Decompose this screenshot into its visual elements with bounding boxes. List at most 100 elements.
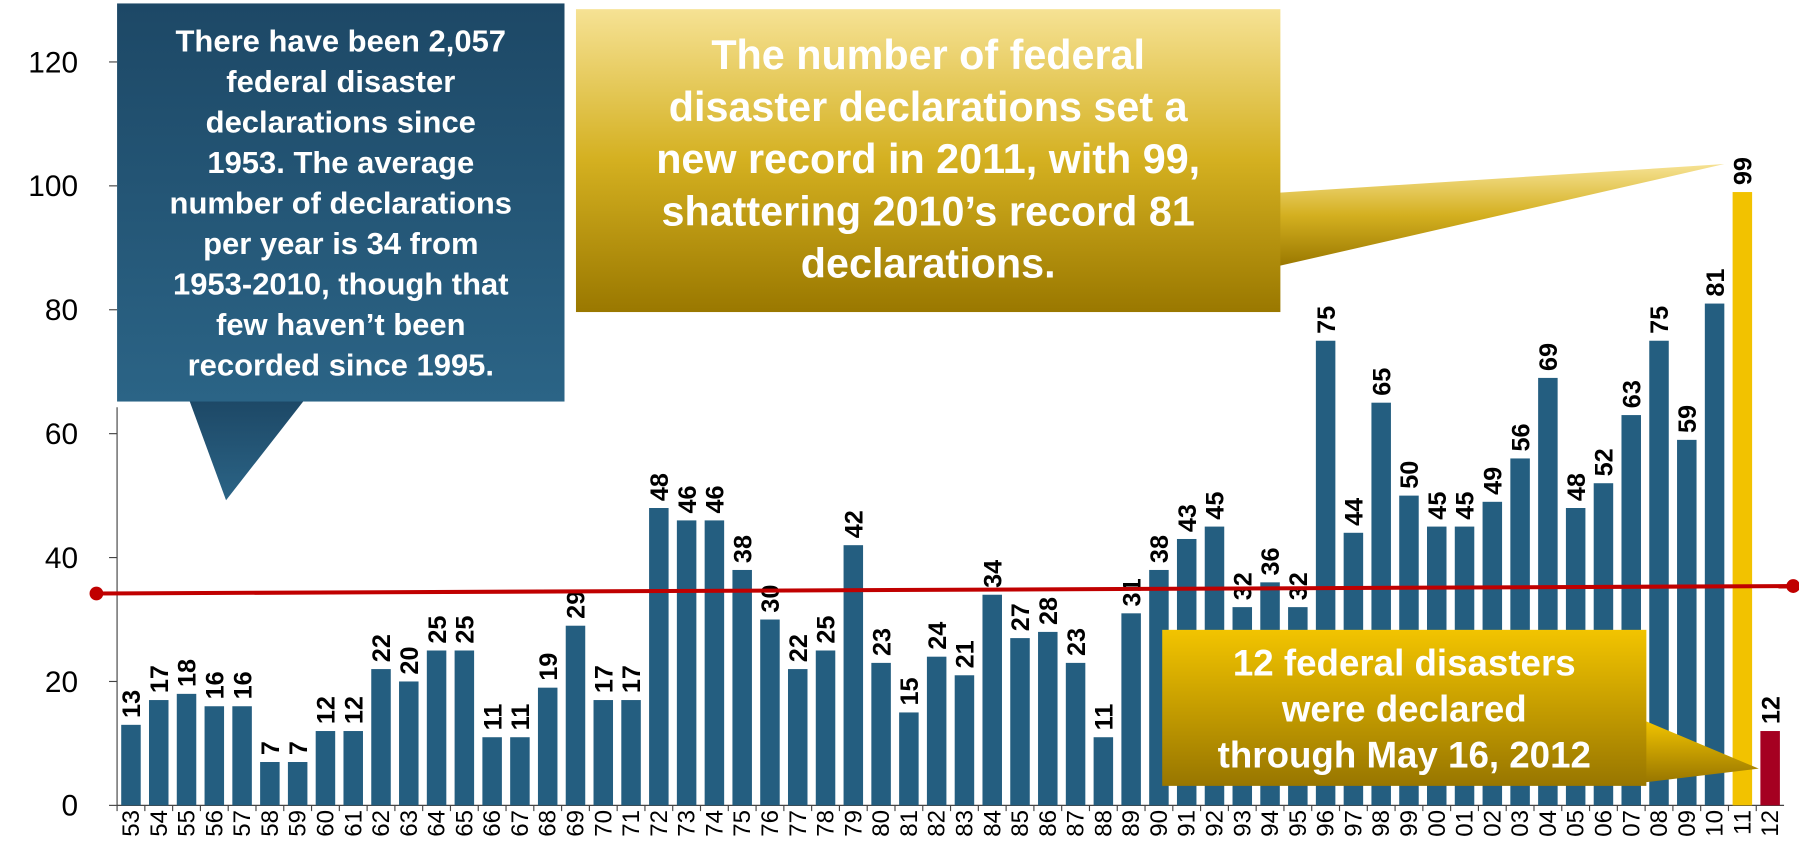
x-tick-label: 99	[1396, 810, 1423, 837]
bar	[176, 693, 197, 806]
bar	[232, 706, 252, 806]
bar	[787, 669, 808, 806]
value-label: 36	[1257, 547, 1285, 575]
x-tick-label: 74	[701, 810, 728, 837]
value-label: 16	[201, 671, 229, 699]
bar	[510, 737, 530, 806]
bar	[1121, 613, 1141, 806]
value-label: 45	[1424, 492, 1452, 520]
value-label: 49	[1479, 467, 1507, 495]
value-label: 46	[702, 485, 730, 513]
bar	[954, 675, 975, 806]
value-label: 12	[340, 696, 368, 724]
value-label: 46	[674, 485, 702, 513]
annotation-line: declarations.	[801, 241, 1056, 287]
value-label: 81	[1702, 269, 1730, 297]
value-label: 16	[229, 671, 257, 699]
callout-box	[575, 9, 1281, 313]
bar	[426, 650, 447, 806]
value-label: 28	[1035, 597, 1063, 625]
x-tick-label: 02	[1479, 810, 1506, 837]
bar	[815, 650, 836, 806]
value-label: 43	[1174, 504, 1202, 532]
bar	[204, 706, 225, 806]
value-label: 45	[1452, 492, 1480, 520]
value-label: 15	[896, 677, 924, 705]
x-tick-label: 00	[1424, 810, 1451, 837]
value-label: 48	[646, 473, 674, 501]
x-tick-label: 06	[1590, 810, 1617, 837]
x-tick-label: 79	[840, 810, 867, 837]
bar	[1732, 192, 1753, 806]
callout-pointer	[1644, 720, 1759, 783]
annotation-line: federal disaster	[226, 64, 455, 99]
y-tick-label: 40	[45, 542, 78, 575]
value-label: 48	[1563, 473, 1591, 501]
x-tick-label: 07	[1618, 810, 1645, 837]
callout-box	[117, 3, 565, 402]
bar	[1677, 439, 1697, 806]
annotation-line: were declared	[1281, 689, 1527, 730]
x-tick-label: 05	[1563, 810, 1590, 837]
bar	[871, 662, 891, 806]
x-tick-label: 90	[1146, 810, 1173, 837]
x-tick-label: 85	[1007, 810, 1034, 837]
value-label: 12	[1757, 696, 1785, 724]
x-tick-label: 96	[1313, 810, 1340, 837]
bar	[343, 731, 363, 806]
y-tick-label: 0	[61, 790, 78, 823]
x-tick-label: 81	[896, 810, 923, 837]
value-label: 31	[1118, 578, 1146, 606]
bar	[287, 762, 308, 806]
callout-box	[1162, 629, 1647, 786]
bar	[1010, 638, 1030, 806]
annotation-line: new record in 2011, with 99,	[656, 136, 1200, 182]
value-label: 25	[813, 616, 841, 644]
value-label: 22	[368, 634, 396, 662]
bar	[565, 625, 586, 806]
x-tick-label: 87	[1063, 810, 1090, 837]
value-label: 7	[257, 741, 285, 755]
value-label: 20	[396, 647, 424, 675]
bar	[1093, 737, 1114, 806]
value-label: 63	[1618, 380, 1646, 408]
x-tick-label: 03	[1507, 810, 1534, 837]
value-label: 23	[868, 628, 896, 656]
x-tick-label: 66	[479, 810, 506, 837]
annotation-line: shattering 2010’s record 81	[662, 188, 1195, 234]
x-tick-label: 93	[1229, 810, 1256, 837]
annotation-line: per year is 34 from	[203, 226, 478, 261]
value-label: 75	[1646, 306, 1674, 334]
x-tick-label: 60	[312, 810, 339, 837]
x-tick-label: 08	[1646, 810, 1673, 837]
value-label: 21	[952, 640, 980, 668]
bar	[760, 619, 780, 806]
callout: 12 federal disasters were declared through…	[1162, 629, 1759, 786]
bar	[1038, 631, 1058, 806]
value-label: 38	[729, 535, 757, 563]
value-label: 34	[979, 560, 1007, 588]
x-tick-label: 98	[1368, 810, 1395, 837]
x-tick-label: 84	[979, 810, 1006, 837]
x-tick-label: 56	[201, 810, 228, 837]
x-tick-label: 78	[813, 810, 840, 837]
bar	[454, 650, 475, 806]
annotation-line: There have been 2,057	[176, 24, 507, 59]
bar	[1760, 731, 1780, 806]
x-tick-label: 68	[535, 810, 562, 837]
value-label: 27	[1007, 603, 1035, 631]
value-label: 52	[1591, 448, 1619, 476]
bar	[843, 545, 864, 806]
x-tick-label: 04	[1535, 810, 1562, 837]
x-tick-label: 75	[729, 810, 756, 837]
bar	[121, 724, 141, 806]
bar	[1649, 340, 1669, 806]
x-tick-label: 70	[590, 810, 617, 837]
x-tick-label: 91	[1174, 810, 1201, 837]
annotation-line: disaster declarations set a	[669, 84, 1189, 130]
x-tick-label: 62	[368, 810, 395, 837]
callout: There have been 2,057 federal disaster dec…	[117, 3, 565, 501]
value-label: 56	[1507, 423, 1535, 451]
value-label: 99	[1730, 157, 1758, 185]
